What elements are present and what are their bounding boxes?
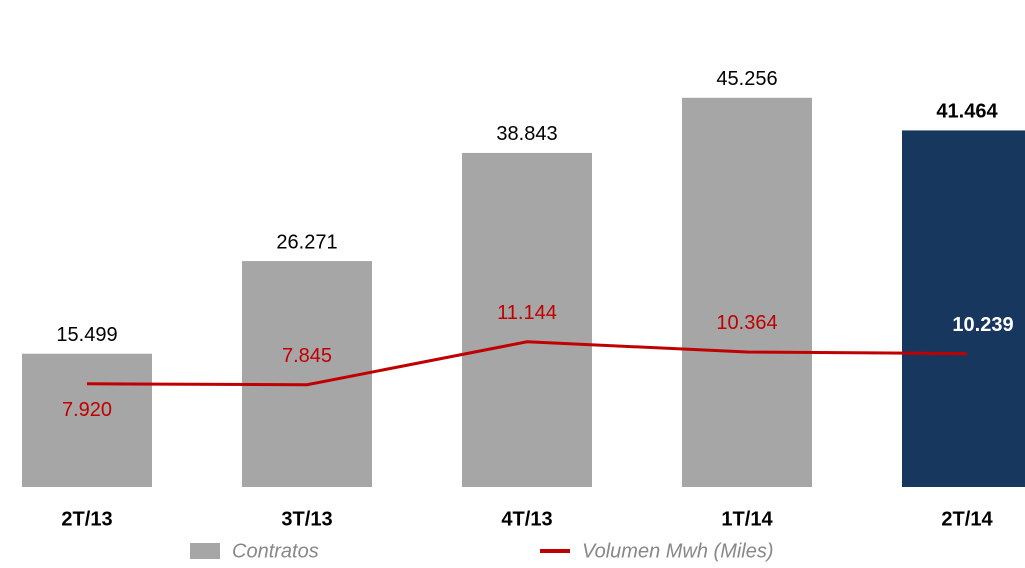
line-value-label: 7.845 — [282, 345, 332, 367]
bar-value-label: 26.271 — [276, 231, 337, 253]
legend-swatch — [190, 543, 220, 559]
bar-value-label: 15.499 — [56, 324, 117, 346]
bar-value-label: 41.464 — [936, 101, 998, 123]
bar — [242, 261, 372, 487]
line-value-label: 7.920 — [62, 399, 112, 421]
x-tick-label: 2T/14 — [941, 508, 993, 530]
line-value-label: 10.364 — [716, 312, 777, 334]
legend-label: Contratos — [232, 540, 319, 562]
bar — [22, 353, 152, 487]
x-tick-label: 3T/13 — [281, 508, 332, 530]
line — [86, 340, 968, 387]
x-tick-label: 2T/13 — [61, 508, 112, 530]
bar — [682, 97, 812, 487]
legend-label: Volumen Mwh (Miles) — [582, 540, 774, 562]
bar — [902, 130, 1025, 487]
x-tick-label: 1T/14 — [721, 508, 773, 530]
line-value-label: 10.239 — [952, 314, 1013, 336]
line-value-label: 11.144 — [497, 302, 557, 324]
x-tick-label: 4T/13 — [501, 508, 552, 530]
bar-value-label: 45.256 — [716, 68, 777, 90]
bar-value-label: 38.843 — [496, 123, 557, 145]
bar — [462, 152, 592, 487]
